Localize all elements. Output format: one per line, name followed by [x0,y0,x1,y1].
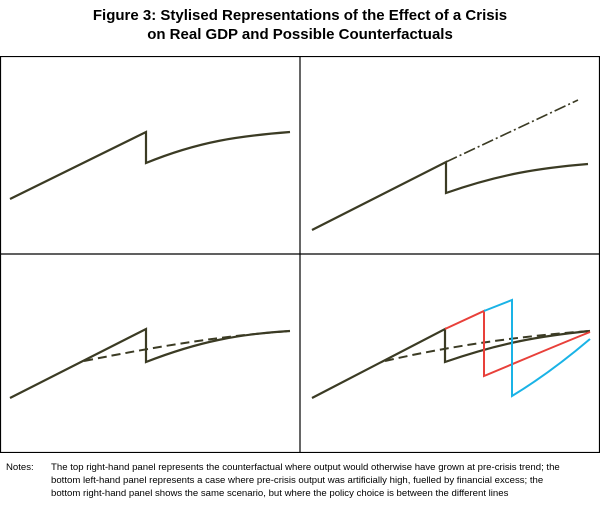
panel-bottom-right [311,298,591,399]
notes-text: The top right-hand panel represents the … [51,462,560,499]
actual-output-line [311,160,589,231]
figure-title-line-1: Figure 3: Stylised Representations of th… [92,7,508,24]
figure-panels [0,56,600,453]
panel-bottom-left [9,327,291,399]
figure-title: Figure 3: Stylised Representations of th… [0,6,600,44]
pre-crisis-trend-counterfactual-line [445,99,579,163]
actual-output-line [9,327,291,399]
panel-top-left [9,130,291,200]
figure-title-line-2: on Real GDP and Possible Counterfactuals [147,26,453,43]
actual-output-line [311,327,591,399]
sustainable-trend-counterfactual-line [384,330,591,362]
sustainable-trend-counterfactual-line [83,330,291,362]
blue-policy-path-line [483,298,591,398]
panel-top-right [311,99,589,231]
red-policy-path-line [444,309,591,378]
notes-label: Notes: [6,462,34,473]
actual-output-line [9,130,291,200]
